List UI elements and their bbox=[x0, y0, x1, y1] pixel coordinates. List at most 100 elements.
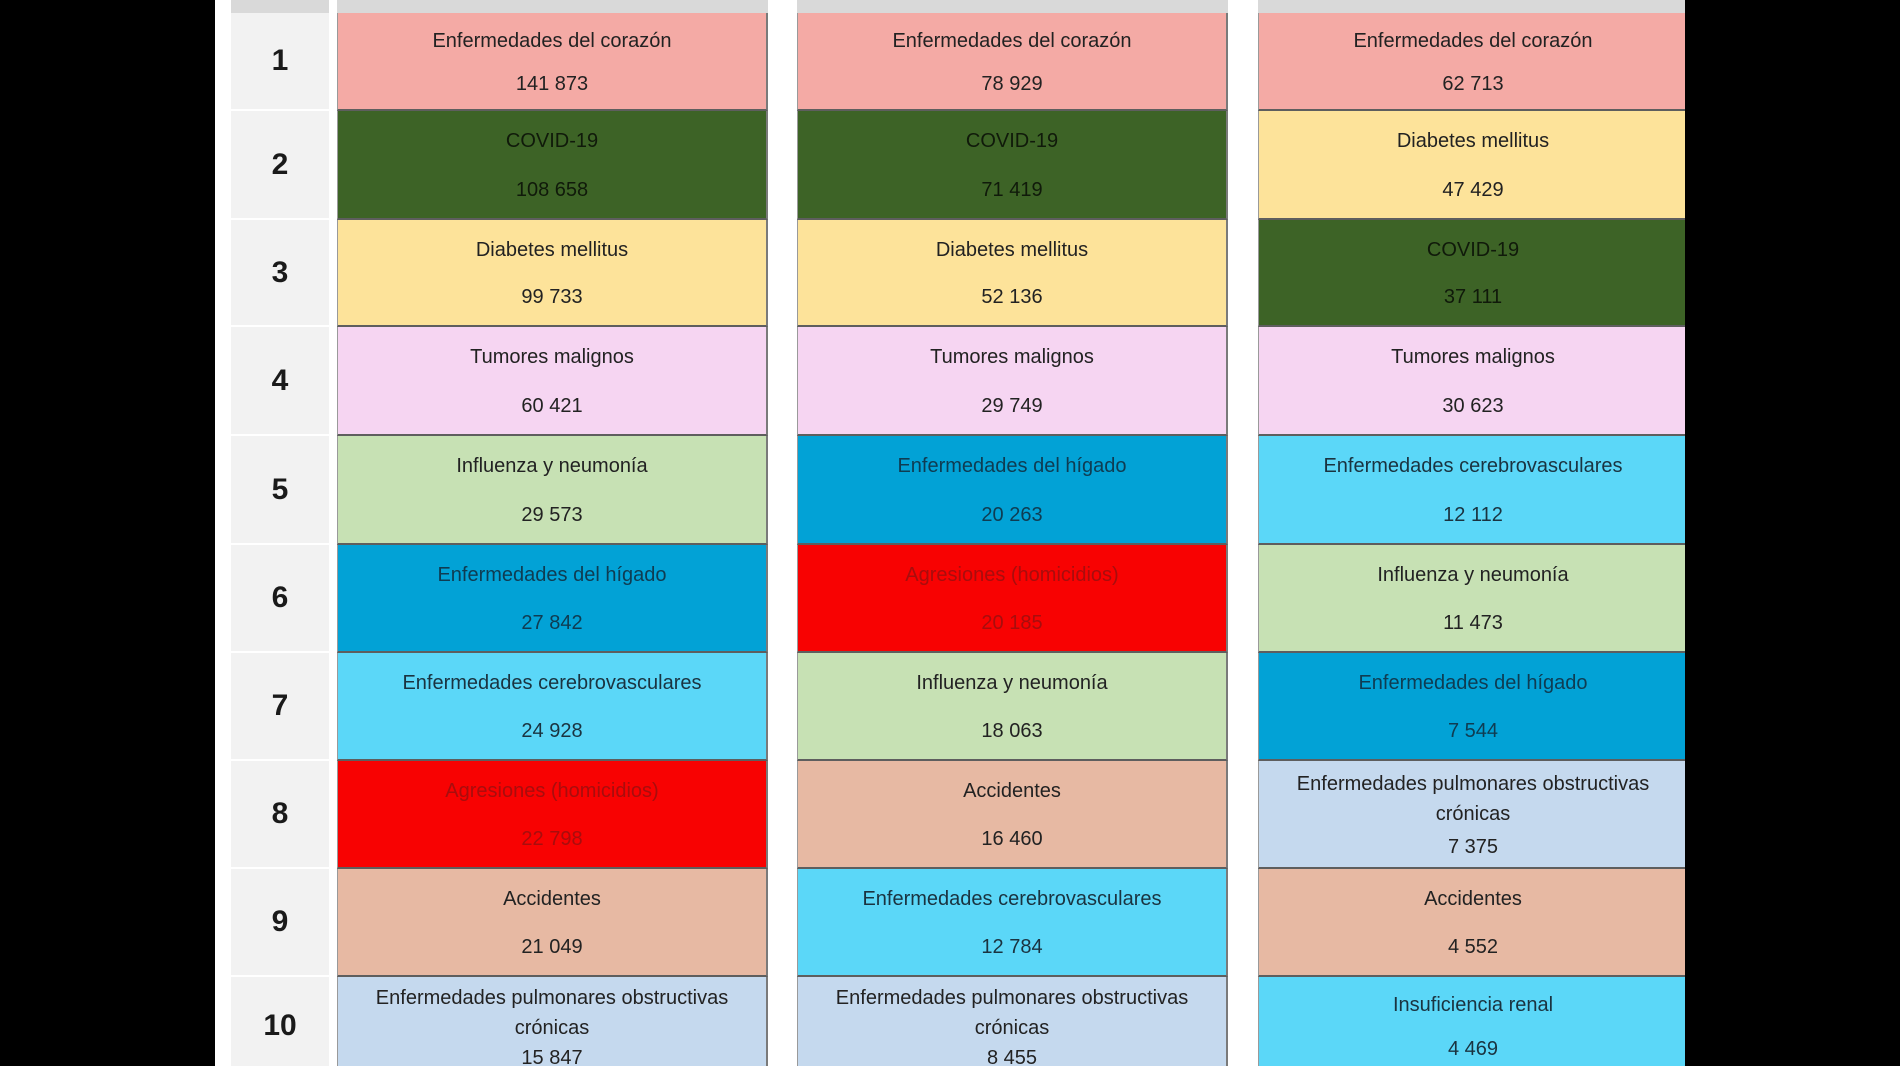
cause-name: Insuficiencia renal bbox=[1392, 994, 1554, 1016]
cause-cell: Agresiones (homicidios) 20 185 bbox=[797, 545, 1228, 653]
cause-name: Enfermedades cerebrovasculares bbox=[862, 888, 1162, 910]
death-count: 37 111 bbox=[1443, 286, 1503, 309]
death-count: 27 842 bbox=[521, 612, 583, 634]
rank-cell: 3 bbox=[231, 220, 329, 327]
cause-cell: Enfermedades del corazón 62 713 bbox=[1258, 13, 1685, 111]
cause-name: Accidentes bbox=[1424, 888, 1522, 910]
cause-name: Enfermedades pulmonares obstructivas cró… bbox=[1296, 772, 1650, 825]
death-count: 20 263 bbox=[981, 503, 1043, 526]
cause-name: Enfermedades cerebrovasculares bbox=[1323, 455, 1623, 478]
death-count: 4 552 bbox=[1447, 936, 1499, 958]
death-count: 21 049 bbox=[521, 936, 583, 958]
cause-name: Tumores malignos bbox=[470, 346, 634, 369]
death-count: 11 473 bbox=[1443, 612, 1503, 634]
cause-cell: Influenza y neumonía 11 473 bbox=[1258, 545, 1685, 653]
death-count: 99 733 bbox=[521, 286, 583, 309]
cause-cell: Enfermedades del corazón 141 873 bbox=[337, 13, 768, 111]
rank-cell: 2 bbox=[231, 111, 329, 220]
cause-name: Diabetes mellitus bbox=[475, 238, 629, 261]
cause-cell: Enfermedades cerebrovasculares 24 928 bbox=[337, 653, 768, 761]
cause-cell: Tumores malignos 30 623 bbox=[1258, 327, 1685, 436]
cause-name: Influenza y neumonía bbox=[1377, 564, 1569, 586]
cause-name: Enfermedades del hígado bbox=[437, 564, 667, 586]
death-count: 24 928 bbox=[521, 720, 583, 742]
cause-cell: Influenza y neumonía 18 063 bbox=[797, 653, 1228, 761]
cause-cell: Diabetes mellitus 52 136 bbox=[797, 220, 1228, 327]
cause-cell: Enfermedades del corazón 78 929 bbox=[797, 13, 1228, 111]
cause-name: Accidentes bbox=[503, 888, 601, 910]
death-count: 78 929 bbox=[981, 72, 1043, 95]
cause-name: Tumores malignos bbox=[1391, 346, 1555, 369]
death-count: 7 544 bbox=[1447, 720, 1499, 742]
cause-cell: Diabetes mellitus 47 429 bbox=[1258, 111, 1685, 220]
death-count: 20 185 bbox=[981, 612, 1043, 634]
cause-name: Influenza y neumonía bbox=[456, 455, 648, 478]
cause-cell: Enfermedades pulmonares obstructivas cró… bbox=[1258, 761, 1685, 869]
cause-name: Enfermedades pulmonares obstructivas cró… bbox=[835, 987, 1189, 1039]
cause-name: COVID-19 bbox=[505, 130, 599, 153]
death-count: 12 784 bbox=[981, 936, 1043, 958]
cause-cell: Enfermedades del hígado 20 263 bbox=[797, 436, 1228, 545]
rank-cell: 6 bbox=[231, 545, 329, 653]
death-count: 47 429 bbox=[1442, 178, 1504, 201]
rank-cell: 10 bbox=[231, 977, 329, 1066]
death-count: 29 749 bbox=[981, 394, 1043, 417]
cause-name: Enfermedades del hígado bbox=[1358, 672, 1588, 694]
cause-cell: Enfermedades del hígado 7 544 bbox=[1258, 653, 1685, 761]
cause-name: COVID-19 bbox=[965, 130, 1059, 153]
death-count: 4 469 bbox=[1447, 1038, 1499, 1060]
cause-cell: Accidentes 21 049 bbox=[337, 869, 768, 977]
cause-name: Enfermedades del corazón bbox=[1353, 29, 1593, 52]
cause-cell: Tumores malignos 29 749 bbox=[797, 327, 1228, 436]
column-header-strip bbox=[797, 0, 1228, 13]
cause-name: Tumores malignos bbox=[930, 346, 1094, 369]
rank-header-strip bbox=[231, 0, 329, 13]
death-count: 7 375 bbox=[1447, 835, 1499, 858]
cause-cell: Tumores malignos 60 421 bbox=[337, 327, 768, 436]
death-count: 108 658 bbox=[515, 178, 589, 201]
death-count: 71 419 bbox=[981, 178, 1043, 201]
rank-cell: 9 bbox=[231, 869, 329, 977]
cause-cell: Insuficiencia renal 4 469 bbox=[1258, 977, 1685, 1066]
cause-name: Agresiones (homicidios) bbox=[445, 780, 659, 802]
cause-name: Enfermedades cerebrovasculares bbox=[402, 672, 702, 694]
cause-cell: Enfermedades pulmonares obstructivas cró… bbox=[797, 977, 1228, 1066]
cause-cell: COVID-19 37 111 bbox=[1258, 220, 1685, 327]
cause-name: Accidentes bbox=[963, 780, 1061, 802]
cause-name: Enfermedades del hígado bbox=[897, 455, 1127, 478]
death-count: 29 573 bbox=[521, 503, 583, 526]
cause-cell: Enfermedades cerebrovasculares 12 112 bbox=[1258, 436, 1685, 545]
mortality-table: 1 2 3 4 5 6 7 8 9 10 Enfermedades del corazón 141 8… bbox=[215, 0, 1685, 1066]
death-count: 141 873 bbox=[515, 72, 589, 95]
cause-name: Agresiones (homicidios) bbox=[905, 564, 1119, 586]
cause-name: Influenza y neumonía bbox=[916, 672, 1108, 694]
cause-cell: COVID-19 71 419 bbox=[797, 111, 1228, 220]
rank-cell: 1 bbox=[231, 13, 329, 111]
cause-cell: Enfermedades cerebrovasculares 12 784 bbox=[797, 869, 1228, 977]
cause-cell: Diabetes mellitus 99 733 bbox=[337, 220, 768, 327]
cause-cell: Enfermedades del hígado 27 842 bbox=[337, 545, 768, 653]
cause-name: Enfermedades del corazón bbox=[432, 29, 672, 52]
death-count: 15 847 bbox=[521, 1047, 583, 1066]
cause-cell: Agresiones (homicidios) 22 798 bbox=[337, 761, 768, 869]
rank-cell: 4 bbox=[231, 327, 329, 436]
death-count: 30 623 bbox=[1442, 394, 1504, 417]
rank-cell: 7 bbox=[231, 653, 329, 761]
death-count: 8 455 bbox=[986, 1047, 1038, 1066]
death-count: 16 460 bbox=[981, 828, 1043, 850]
cause-cell: Accidentes 16 460 bbox=[797, 761, 1228, 869]
rank-cell: 5 bbox=[231, 436, 329, 545]
column-header-strip bbox=[1258, 0, 1685, 13]
cause-cell: Accidentes 4 552 bbox=[1258, 869, 1685, 977]
rank-cell: 8 bbox=[231, 761, 329, 869]
cause-name: Enfermedades pulmonares obstructivas cró… bbox=[375, 987, 729, 1039]
cause-name: Enfermedades del corazón bbox=[892, 29, 1132, 52]
death-count: 22 798 bbox=[521, 828, 583, 850]
death-count: 60 421 bbox=[521, 394, 583, 417]
column-header-strip bbox=[337, 0, 768, 13]
cause-name: Diabetes mellitus bbox=[935, 238, 1089, 261]
cause-cell: COVID-19 108 658 bbox=[337, 111, 768, 220]
death-count: 62 713 bbox=[1442, 72, 1504, 95]
death-count: 18 063 bbox=[981, 720, 1043, 742]
cause-name: COVID-19 bbox=[1426, 238, 1520, 261]
